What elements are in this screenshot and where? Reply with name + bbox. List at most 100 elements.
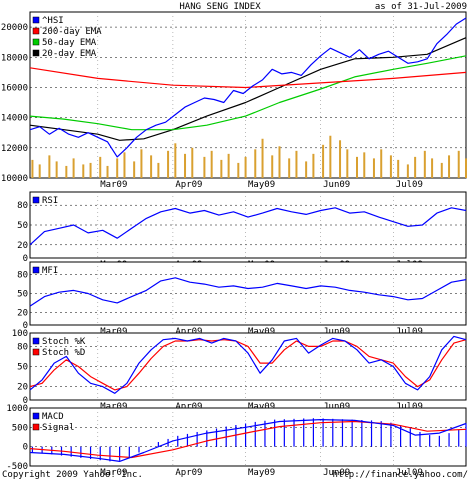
x-tick-label: Mar09 (100, 180, 127, 190)
hsi-legend-swatch (32, 16, 40, 24)
copyright-text: Copyright 2009 Yahoo! Inc. (2, 470, 143, 480)
signal-legend-swatch (32, 423, 40, 431)
x-tick-label: Jul09 (396, 468, 423, 478)
x-tick-label: May09 (248, 402, 275, 412)
volume-bar (431, 158, 434, 178)
mfi-legend-swatch (32, 266, 40, 274)
volume-bar (363, 152, 366, 178)
x-tick-label: Apr09 (175, 402, 202, 412)
volume-bar (278, 146, 281, 178)
volume-bar (174, 143, 177, 178)
volume-bar (329, 135, 332, 178)
y-tick-label: 1000 (6, 404, 28, 414)
mfi-line (29, 277, 467, 307)
volume-bar (254, 149, 257, 178)
x-tick-label: Apr09 (175, 468, 202, 478)
volume-bar (89, 162, 92, 178)
rsi-panel: 0205080Mar09Apr09May09Jun09Jul09RSI (17, 191, 467, 270)
volume-bar (227, 153, 230, 178)
volume-bar (191, 147, 194, 178)
volume-bar (346, 149, 349, 178)
rsi-legend-swatch (32, 196, 40, 204)
mfi-legend-label: MFI (42, 266, 58, 276)
y-tick-label: 50 (17, 221, 28, 231)
volume-bar (312, 153, 315, 178)
volume-bar (48, 155, 51, 178)
x-tick-label: May09 (248, 468, 275, 478)
volume-bar (288, 158, 291, 178)
volume-bar (82, 164, 85, 178)
hsi-legend-label: ^HSI (42, 16, 64, 26)
y-tick-label: 0 (23, 396, 28, 406)
volume-bar (440, 162, 443, 178)
y-tick-label: 0 (23, 443, 28, 453)
y-tick-label: 100 (12, 329, 28, 339)
macd-panel: -500 0 500 1000 Mar09 Apr09 May09 Jun09 Jul09 MAC… (6, 404, 467, 478)
volume-bar (271, 155, 274, 178)
20-day-ema-legend-swatch (32, 49, 40, 57)
20-day-ema-line (29, 37, 467, 141)
x-tick-label: Mar09 (100, 327, 127, 337)
volume-bar (99, 156, 102, 178)
volume-bar (397, 159, 400, 178)
y-tick-label: 80 (17, 201, 28, 211)
stoch-d-legend-swatch (32, 348, 40, 356)
50-day-ema-line (29, 55, 467, 131)
stoch-d-line (29, 339, 467, 391)
signal-line (29, 420, 467, 459)
macd-legend-swatch (32, 412, 40, 420)
date-label: as of 31-Jul-2009 (375, 2, 467, 12)
y-tick-label: -500 (6, 462, 28, 472)
volume-bar (31, 159, 34, 178)
volume-bar (167, 150, 170, 178)
volume-bar (210, 150, 213, 178)
y-tick-label: 12000 (1, 144, 28, 154)
volume-bar (133, 161, 136, 178)
y-tick-label: 14000 (1, 114, 28, 124)
volume-bar (72, 158, 75, 178)
y-tick-label: 20 (17, 383, 28, 393)
mfi-panel: 0 20 50 80 Mar09 Apr09 May09 Jun09 Jul09 MFI (17, 261, 467, 337)
volume-bar (237, 162, 240, 178)
x-tick-label: Jun09 (323, 327, 350, 337)
y-tick-label: 16000 (1, 83, 28, 93)
stoch-k-legend-label: Stoch %K (42, 337, 86, 347)
hsi-line (29, 17, 467, 158)
x-tick-label: Jul09 (396, 402, 423, 412)
50-day-ema-legend-swatch (32, 38, 40, 46)
y-tick-label: 50 (17, 363, 28, 373)
x-tick-label: May09 (248, 180, 275, 190)
volume-bar (414, 156, 417, 178)
x-tick-label: Mar09 (100, 402, 127, 412)
volume-bar (184, 153, 187, 178)
stoch-panel: 0 20 50 80 100 Mar09 Apr09 May09 Jun09 Jul09 Stoch… (12, 329, 467, 412)
volume-bar (305, 161, 308, 178)
stoch-k-legend-swatch (32, 337, 40, 345)
volume-bar (55, 161, 58, 178)
volume-bar (116, 158, 119, 178)
y-tick-label: 0 (23, 321, 28, 331)
x-tick-label: Jun09 (323, 468, 350, 478)
volume-bar (295, 150, 298, 178)
y-tick-label: 0 (23, 254, 28, 264)
volume-bar (448, 155, 451, 178)
50-day-ema-legend-label: 50-day EMA (42, 38, 97, 48)
volume-bar (356, 156, 358, 178)
x-tick-label: Apr09 (175, 180, 202, 190)
200-day-ema-line (29, 67, 467, 89)
macd-legend-label: MACD (42, 412, 64, 422)
volume-bar (457, 150, 460, 178)
volume-bar (372, 158, 375, 178)
volume-bar (203, 156, 206, 178)
source-url: http://finance.yahoo.com/ (333, 470, 468, 480)
y-tick-label: 500 (12, 423, 28, 433)
rsi-legend-label: RSI (42, 196, 58, 206)
x-tick-label: Apr09 (175, 327, 202, 337)
volume-bar (65, 165, 68, 178)
x-tick-label: Jun09 (323, 180, 350, 190)
volume-bar (261, 138, 264, 178)
x-tick-label: Jul09 (396, 327, 423, 337)
price-frame (29, 11, 467, 179)
